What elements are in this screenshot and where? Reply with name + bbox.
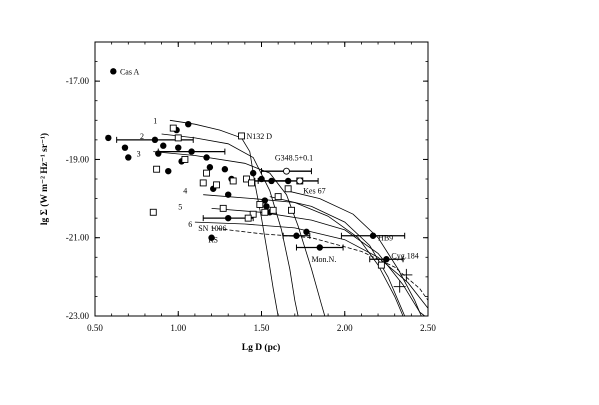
annotation-label: HB9	[378, 234, 393, 243]
open-square-point	[377, 261, 385, 269]
annotation-label: Cas A	[120, 67, 140, 76]
model-curve	[211, 227, 429, 301]
model-curves	[153, 119, 429, 317]
annotation-label: Kes 67	[303, 187, 325, 196]
model-curve	[203, 194, 404, 317]
open-square-point	[181, 155, 189, 163]
filled-circle-point	[284, 177, 292, 185]
filled-circle-point	[249, 169, 257, 177]
open-square-point	[203, 169, 211, 177]
open-square-point	[274, 193, 282, 201]
annotation-label: G348.5+0.1	[275, 153, 313, 162]
open-square-point	[199, 179, 207, 187]
model-curve	[161, 133, 299, 317]
annotation-label: Mon.N.	[311, 255, 336, 264]
filled-circle-point	[258, 175, 265, 183]
filled-circle-point	[369, 232, 377, 239]
model-curve	[286, 190, 422, 317]
open-square-point	[248, 179, 255, 187]
y-tick-label: -17.00	[66, 76, 90, 86]
model-curve	[194, 221, 429, 309]
filled-circle-point	[151, 136, 159, 144]
annotation-label: Cyg.184	[391, 251, 418, 260]
open-square-point	[249, 210, 257, 218]
filled-circle-point	[185, 121, 192, 128]
open-square-point	[284, 185, 292, 193]
y-tick-label: -21.00	[66, 233, 90, 243]
annotation-label: SN 1006	[198, 224, 226, 233]
filled-circle-point	[121, 144, 129, 151]
annotation-label: 5	[178, 202, 182, 211]
filled-circle-point	[110, 68, 117, 75]
model-curve	[169, 119, 279, 317]
filled-circle-point	[303, 228, 310, 236]
annotation-label: 2	[140, 132, 144, 141]
x-tick-label: 2.00	[337, 323, 353, 333]
filled-circle-point	[268, 177, 275, 185]
filled-circle-point	[165, 167, 172, 175]
open-square-point	[244, 214, 252, 222]
filled-circle-point	[188, 148, 195, 155]
x-tick-label: 1.00	[170, 323, 186, 333]
x-tick-label: 2.50	[420, 323, 436, 333]
open-square-point	[243, 175, 250, 183]
open-square-point	[256, 200, 264, 208]
open-square-point	[261, 208, 269, 216]
open-square-point	[213, 181, 220, 189]
x-axis-title: Lg D (pc)	[242, 342, 281, 353]
open-square-point	[238, 132, 245, 140]
filled-circle-point	[206, 164, 214, 171]
y-axis-title: lg Σ (W m⁻² Hz⁻¹ sr⁻¹)	[39, 133, 50, 225]
open-square-point	[169, 124, 177, 132]
x-tick-label: 0.50	[87, 323, 103, 333]
annotation-label: RS	[208, 236, 218, 245]
open-square-point	[149, 208, 157, 216]
open-circle-point	[283, 167, 290, 175]
filled-circle-point	[221, 166, 229, 173]
x-tick-label: 1.50	[254, 323, 270, 333]
filled-circle-point	[105, 134, 112, 142]
y-tick-label: -19.00	[66, 154, 90, 164]
filled-circle-point	[225, 191, 232, 198]
annotation-label: N132 D	[247, 132, 273, 141]
filled-circle-point	[125, 154, 132, 161]
filled-circle-point	[208, 234, 215, 241]
open-square-point	[288, 206, 295, 214]
open-circle-point	[296, 177, 304, 185]
open-square-point	[174, 134, 182, 142]
filled-circle-point	[316, 244, 323, 251]
filled-circle-point	[225, 214, 232, 222]
model-curve	[269, 196, 406, 317]
filled-circle-point	[293, 232, 300, 239]
data-points	[105, 68, 413, 293]
filled-circle-point	[263, 203, 270, 210]
filled-circle-point	[160, 142, 167, 149]
open-square-point	[269, 206, 277, 214]
annotation-label: 3	[137, 150, 141, 159]
open-square-point	[229, 177, 237, 185]
filled-circle-point	[383, 256, 390, 263]
open-square-point	[153, 165, 161, 173]
y-tick-label: -23.00	[66, 311, 90, 321]
filled-circle-point	[175, 144, 182, 151]
filled-circle-point	[155, 150, 162, 157]
annotation-label: 1	[153, 116, 157, 125]
annotation-label: 4	[183, 187, 187, 196]
annotations: Cas A 12 3 456 N132 D G348.5+0.1 Kes 67 SN 1006…	[120, 67, 419, 264]
axis-ticks: 0.50 1.00 1.50 2.00 2.50 -23.00 -21.00 -19.00 -1…	[66, 41, 436, 333]
model-curve	[153, 151, 326, 317]
annotation-label: 6	[188, 220, 192, 229]
filled-circle-point	[203, 154, 210, 161]
open-square-point	[219, 204, 227, 212]
